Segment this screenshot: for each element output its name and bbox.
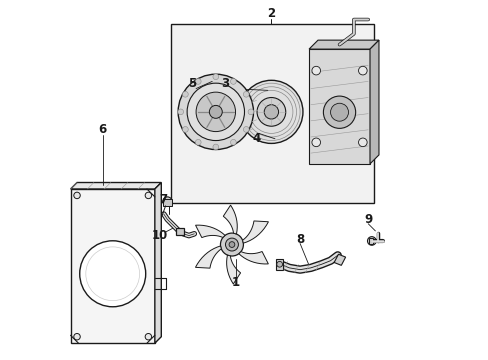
Polygon shape bbox=[308, 49, 369, 164]
Circle shape bbox=[276, 261, 282, 267]
Polygon shape bbox=[155, 183, 161, 343]
Circle shape bbox=[209, 105, 222, 118]
Circle shape bbox=[195, 78, 201, 84]
Circle shape bbox=[178, 74, 253, 149]
Circle shape bbox=[212, 144, 218, 150]
Bar bbox=[175, 228, 184, 235]
Circle shape bbox=[145, 333, 151, 340]
Text: 8: 8 bbox=[295, 233, 304, 246]
Circle shape bbox=[230, 78, 236, 84]
Text: 9: 9 bbox=[364, 213, 371, 226]
Circle shape bbox=[212, 74, 218, 80]
Text: 4: 4 bbox=[252, 132, 261, 145]
Circle shape bbox=[358, 66, 366, 75]
Polygon shape bbox=[195, 225, 224, 238]
Text: 2: 2 bbox=[267, 7, 275, 20]
Polygon shape bbox=[70, 189, 155, 343]
Circle shape bbox=[230, 139, 236, 145]
Circle shape bbox=[187, 83, 244, 140]
Bar bbox=[163, 199, 171, 206]
Circle shape bbox=[264, 105, 278, 119]
Circle shape bbox=[311, 138, 320, 147]
Circle shape bbox=[367, 237, 375, 245]
Circle shape bbox=[195, 139, 201, 145]
Circle shape bbox=[74, 333, 80, 340]
Polygon shape bbox=[369, 40, 378, 164]
Circle shape bbox=[311, 66, 320, 75]
Circle shape bbox=[239, 80, 303, 143]
Circle shape bbox=[178, 109, 183, 115]
Circle shape bbox=[145, 192, 151, 199]
Bar bbox=[171, 24, 373, 203]
Circle shape bbox=[257, 98, 285, 126]
Circle shape bbox=[330, 103, 348, 121]
Text: 7: 7 bbox=[160, 193, 167, 206]
Polygon shape bbox=[195, 246, 221, 268]
Polygon shape bbox=[308, 40, 378, 49]
Polygon shape bbox=[276, 259, 283, 270]
Circle shape bbox=[163, 197, 172, 206]
Circle shape bbox=[74, 192, 80, 199]
Text: 5: 5 bbox=[188, 77, 196, 90]
Circle shape bbox=[196, 92, 235, 132]
Text: 10: 10 bbox=[152, 229, 168, 242]
Text: 6: 6 bbox=[99, 123, 107, 136]
Circle shape bbox=[243, 127, 248, 132]
Polygon shape bbox=[333, 254, 345, 265]
Polygon shape bbox=[70, 183, 161, 189]
Circle shape bbox=[358, 138, 366, 147]
Text: 1: 1 bbox=[231, 276, 239, 289]
Circle shape bbox=[225, 238, 238, 251]
Circle shape bbox=[220, 233, 243, 256]
Polygon shape bbox=[226, 255, 240, 284]
Circle shape bbox=[80, 241, 145, 307]
Circle shape bbox=[182, 91, 188, 97]
Polygon shape bbox=[242, 221, 268, 243]
Circle shape bbox=[323, 96, 355, 129]
Bar bbox=[368, 238, 372, 244]
Polygon shape bbox=[223, 205, 237, 234]
Circle shape bbox=[247, 109, 253, 115]
Text: 3: 3 bbox=[220, 77, 228, 90]
Circle shape bbox=[182, 127, 188, 132]
Circle shape bbox=[243, 91, 248, 97]
Polygon shape bbox=[238, 252, 268, 264]
Circle shape bbox=[228, 242, 234, 247]
